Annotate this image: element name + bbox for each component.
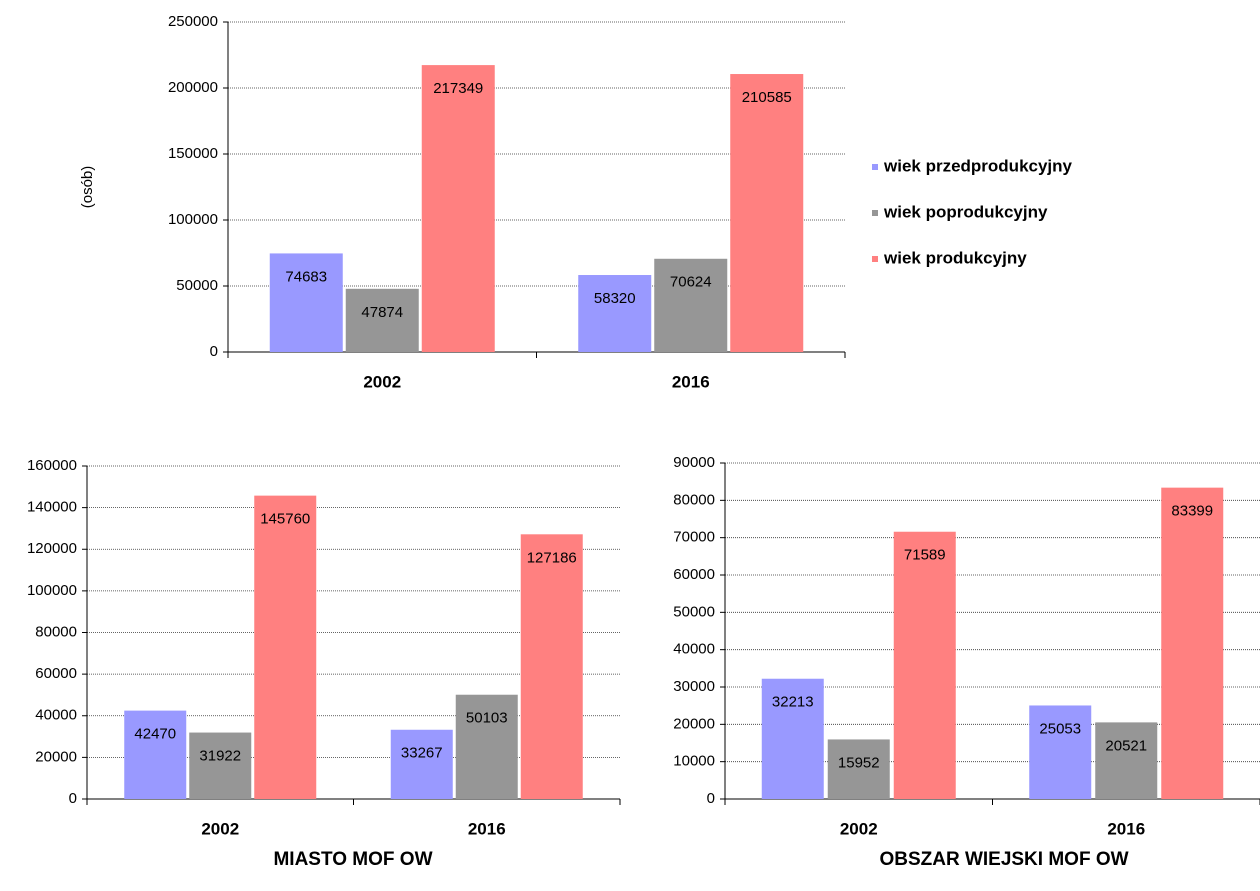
bar (1095, 722, 1158, 799)
data-label: 20521 (1105, 737, 1147, 754)
y-tick-label: 60000 (673, 566, 715, 583)
y-tick-label: 160000 (27, 457, 77, 474)
bar (421, 65, 495, 353)
y-tick-label: 10000 (673, 753, 715, 770)
legend-label: wiek poprodukcyjny (883, 202, 1048, 221)
y-tick-label: 40000 (35, 707, 77, 724)
bar (1161, 487, 1224, 799)
data-label: 74683 (285, 268, 327, 285)
bar (189, 732, 252, 799)
bar (269, 253, 343, 352)
bar (1029, 705, 1092, 799)
data-label: 210585 (742, 89, 792, 106)
bar (827, 739, 890, 799)
data-label: 71589 (904, 547, 946, 564)
bar (654, 258, 728, 352)
chart-title: MIASTO MOF OW (273, 849, 432, 870)
data-label: 31922 (199, 748, 241, 765)
bar (390, 729, 453, 799)
y-tick-label: 50000 (176, 277, 218, 294)
data-label: 32213 (772, 694, 814, 711)
legend-label: wiek produkcyjny (883, 248, 1027, 267)
y-tick-label: 60000 (35, 665, 77, 682)
chart-title: OBSZAR WIEJSKI MOF OW (879, 849, 1128, 870)
legend-label: wiek przedprodukcyjny (883, 156, 1073, 175)
y-tick-label: 20000 (35, 748, 77, 765)
y-tick-label: 20000 (673, 715, 715, 732)
bar (761, 678, 824, 799)
data-label: 58320 (594, 290, 636, 307)
x-tick-label: 2002 (201, 819, 239, 838)
data-label: 70624 (670, 274, 712, 291)
data-label: 50103 (466, 710, 508, 727)
data-label: 25053 (1039, 720, 1081, 737)
y-tick-label: 150000 (168, 145, 218, 162)
y-axis-label: (osób) (79, 166, 96, 209)
y-tick-label: 100000 (168, 211, 218, 228)
bar (254, 495, 317, 799)
bar (730, 74, 804, 352)
legend-swatch (872, 256, 878, 262)
x-tick-label: 2002 (840, 819, 878, 838)
data-label: 15952 (838, 754, 880, 771)
y-tick-label: 80000 (35, 623, 77, 640)
y-tick-label: 0 (210, 343, 218, 360)
x-tick-label: 2002 (363, 372, 401, 391)
bar (345, 288, 419, 352)
bar (893, 531, 956, 799)
data-label: 42470 (134, 726, 176, 743)
bar (455, 694, 518, 799)
bar (124, 710, 187, 799)
x-tick-label: 2016 (468, 819, 506, 838)
bar (578, 275, 652, 352)
y-tick-label: 70000 (673, 529, 715, 546)
y-tick-label: 40000 (673, 641, 715, 658)
y-tick-label: 0 (707, 790, 715, 807)
data-label: 47874 (361, 304, 403, 321)
bar (520, 534, 583, 799)
data-label: 83399 (1171, 503, 1213, 520)
data-label: 33267 (401, 745, 443, 762)
y-tick-label: 80000 (673, 491, 715, 508)
y-tick-label: 120000 (27, 540, 77, 557)
y-tick-label: 200000 (168, 79, 218, 96)
data-label: 217349 (433, 80, 483, 97)
data-label: 127186 (527, 549, 577, 566)
y-tick-label: 250000 (168, 13, 218, 30)
y-tick-label: 100000 (27, 582, 77, 599)
y-tick-label: 50000 (673, 603, 715, 620)
y-tick-label: 140000 (27, 499, 77, 516)
y-tick-label: 30000 (673, 678, 715, 695)
x-tick-label: 2016 (672, 372, 710, 391)
legend-swatch (872, 164, 878, 170)
x-tick-label: 2016 (1107, 819, 1145, 838)
y-tick-label: 0 (69, 790, 77, 807)
data-label: 145760 (260, 511, 310, 528)
y-tick-label: 90000 (673, 454, 715, 471)
legend-swatch (872, 210, 878, 216)
